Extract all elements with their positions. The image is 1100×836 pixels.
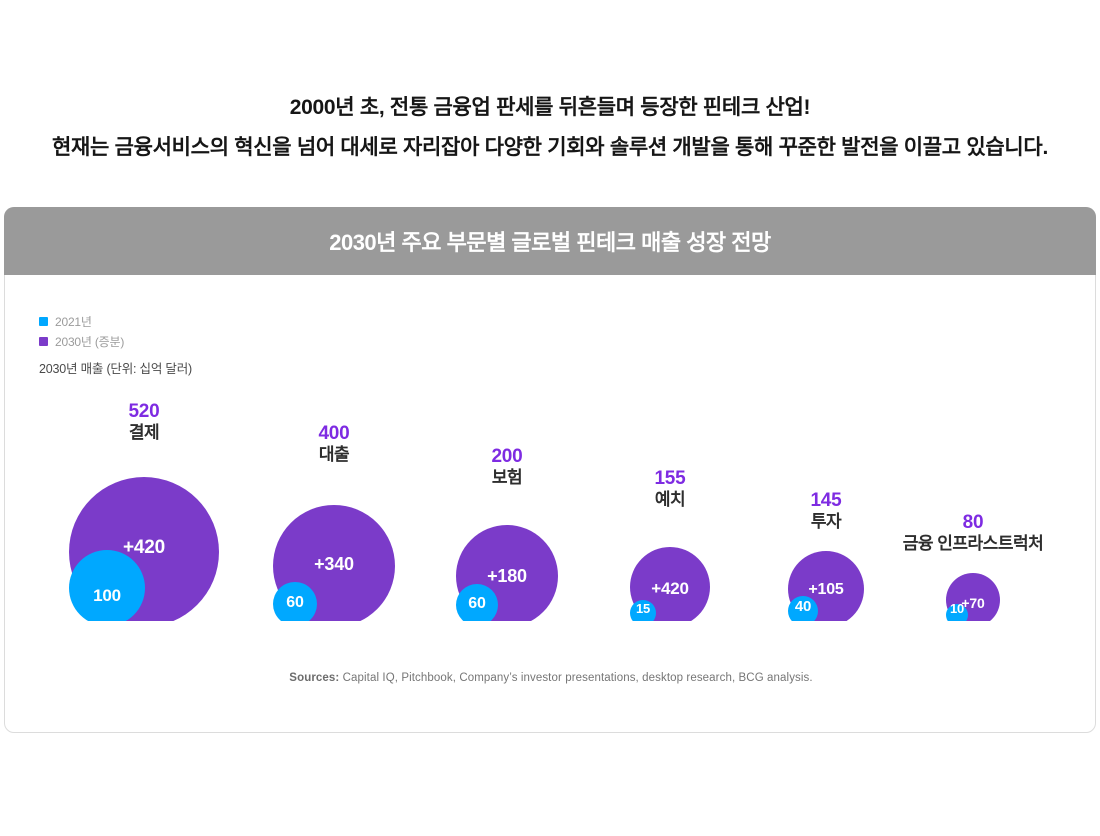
sources-label: Sources: (289, 672, 340, 684)
legend-item: 2030년 (증분) (39, 333, 124, 350)
bubble-label: 200 보험 (491, 446, 522, 489)
bubble-group: +420 15 (630, 547, 710, 621)
chart-title: 2030년 주요 부문별 글로벌 핀테크 매출 성장 전망 (329, 230, 771, 255)
bubble-group: +105 40 (788, 551, 864, 621)
base-circle-2021 (273, 582, 317, 621)
bubble-label: 145 투자 (810, 490, 841, 533)
increment-value-label: +70 (961, 595, 985, 611)
chart-title-banner: 2030년 주요 부문별 글로벌 핀테크 매출 성장 전망 (4, 207, 1096, 275)
bubble-category-label: 예치 (654, 490, 686, 509)
base-value-label: 60 (468, 595, 486, 612)
legend-item-label: 2021년 (55, 315, 92, 329)
bubble-total-value: 520 (128, 401, 160, 422)
base-value-label: 15 (635, 601, 651, 616)
bubble-label: 80 금융 인프라스트럭처 (902, 512, 1044, 555)
sources-line: Sources: Capital IQ, Pitchbook, Company’… (5, 672, 1097, 684)
legend-swatch-2030-icon (39, 337, 48, 346)
legend-item: 2021년 (39, 313, 124, 330)
bubble-category-label: 투자 (810, 512, 842, 531)
bubble-field: 520 결제 +420 100 400 대출 +340 60 200 보험 +180 60 155 예치 +… (5, 208, 1097, 733)
bubble-category-label: 금융 인프라스트럭처 (902, 534, 1044, 553)
increment-value-label: +420 (123, 537, 165, 558)
bubble-group: +180 60 (456, 525, 558, 621)
increment-value-label: +105 (808, 581, 844, 598)
increment-value-label: +180 (487, 566, 527, 586)
bubble-group: +340 60 (273, 505, 395, 621)
intro-line-2: 현재는 금융서비스의 혁신을 넘어 대세로 자리잡아 다양한 기회와 솔루션 개… (52, 136, 1048, 159)
bubble-total-value: 200 (491, 446, 523, 467)
base-circle-2021 (630, 600, 656, 621)
chart-legend: 2021년 2030년 (증분) (39, 313, 124, 353)
legend-swatch-2021-icon (39, 317, 48, 326)
chart-card: 2030년 주요 부문별 글로벌 핀테크 매출 성장 전망 2021년 2030년… (4, 207, 1096, 733)
bubble-label: 520 결제 (128, 401, 159, 444)
base-circle-2021 (456, 584, 498, 621)
bubble-total-value: 400 (318, 423, 350, 444)
bubble-group: +420 100 (69, 477, 219, 621)
sources-text: Capital IQ, Pitchbook, Company’s investo… (339, 672, 813, 684)
bubble-label: 400 대출 (318, 423, 349, 466)
base-value-label: 100 (93, 586, 121, 605)
intro-line-1: 2000년 초, 전통 금융업 판세를 뒤흔들며 등장한 핀테크 산업! (0, 88, 1100, 128)
bubble-label: 155 예치 (654, 468, 685, 511)
bubble-category-label: 대출 (318, 445, 350, 464)
bubble-total-value: 155 (654, 468, 686, 489)
bubble-category-label: 보험 (491, 468, 523, 487)
base-value-label: 40 (794, 598, 812, 615)
increment-value-label: +420 (651, 579, 689, 598)
intro-line1-text: 2000년 초, 전통 금융업 판세를 뒤흔들며 등장한 (289, 96, 703, 119)
base-circle-2021 (788, 596, 818, 621)
bubble-total-value: 145 (810, 490, 842, 511)
base-circle-2021 (69, 550, 145, 621)
bubble-category-label: 결제 (128, 423, 160, 442)
base-value-label: 60 (286, 594, 304, 611)
bubble-total-value: 80 (962, 512, 984, 533)
intro-line1-bold: 핀테크 산업! (702, 96, 811, 119)
increment-value-label: +340 (314, 554, 354, 574)
axis-unit-note: 2030년 매출 (단위: 십억 달러) (39, 362, 192, 376)
legend-item-label: 2030년 (증분) (55, 335, 125, 349)
intro-text: 2000년 초, 전통 금융업 판세를 뒤흔들며 등장한 핀테크 산업! 현재는… (0, 88, 1100, 168)
bubble-group: +70 10 (946, 573, 1000, 621)
base-circle-2021 (946, 604, 968, 621)
base-value-label: 10 (949, 601, 965, 616)
